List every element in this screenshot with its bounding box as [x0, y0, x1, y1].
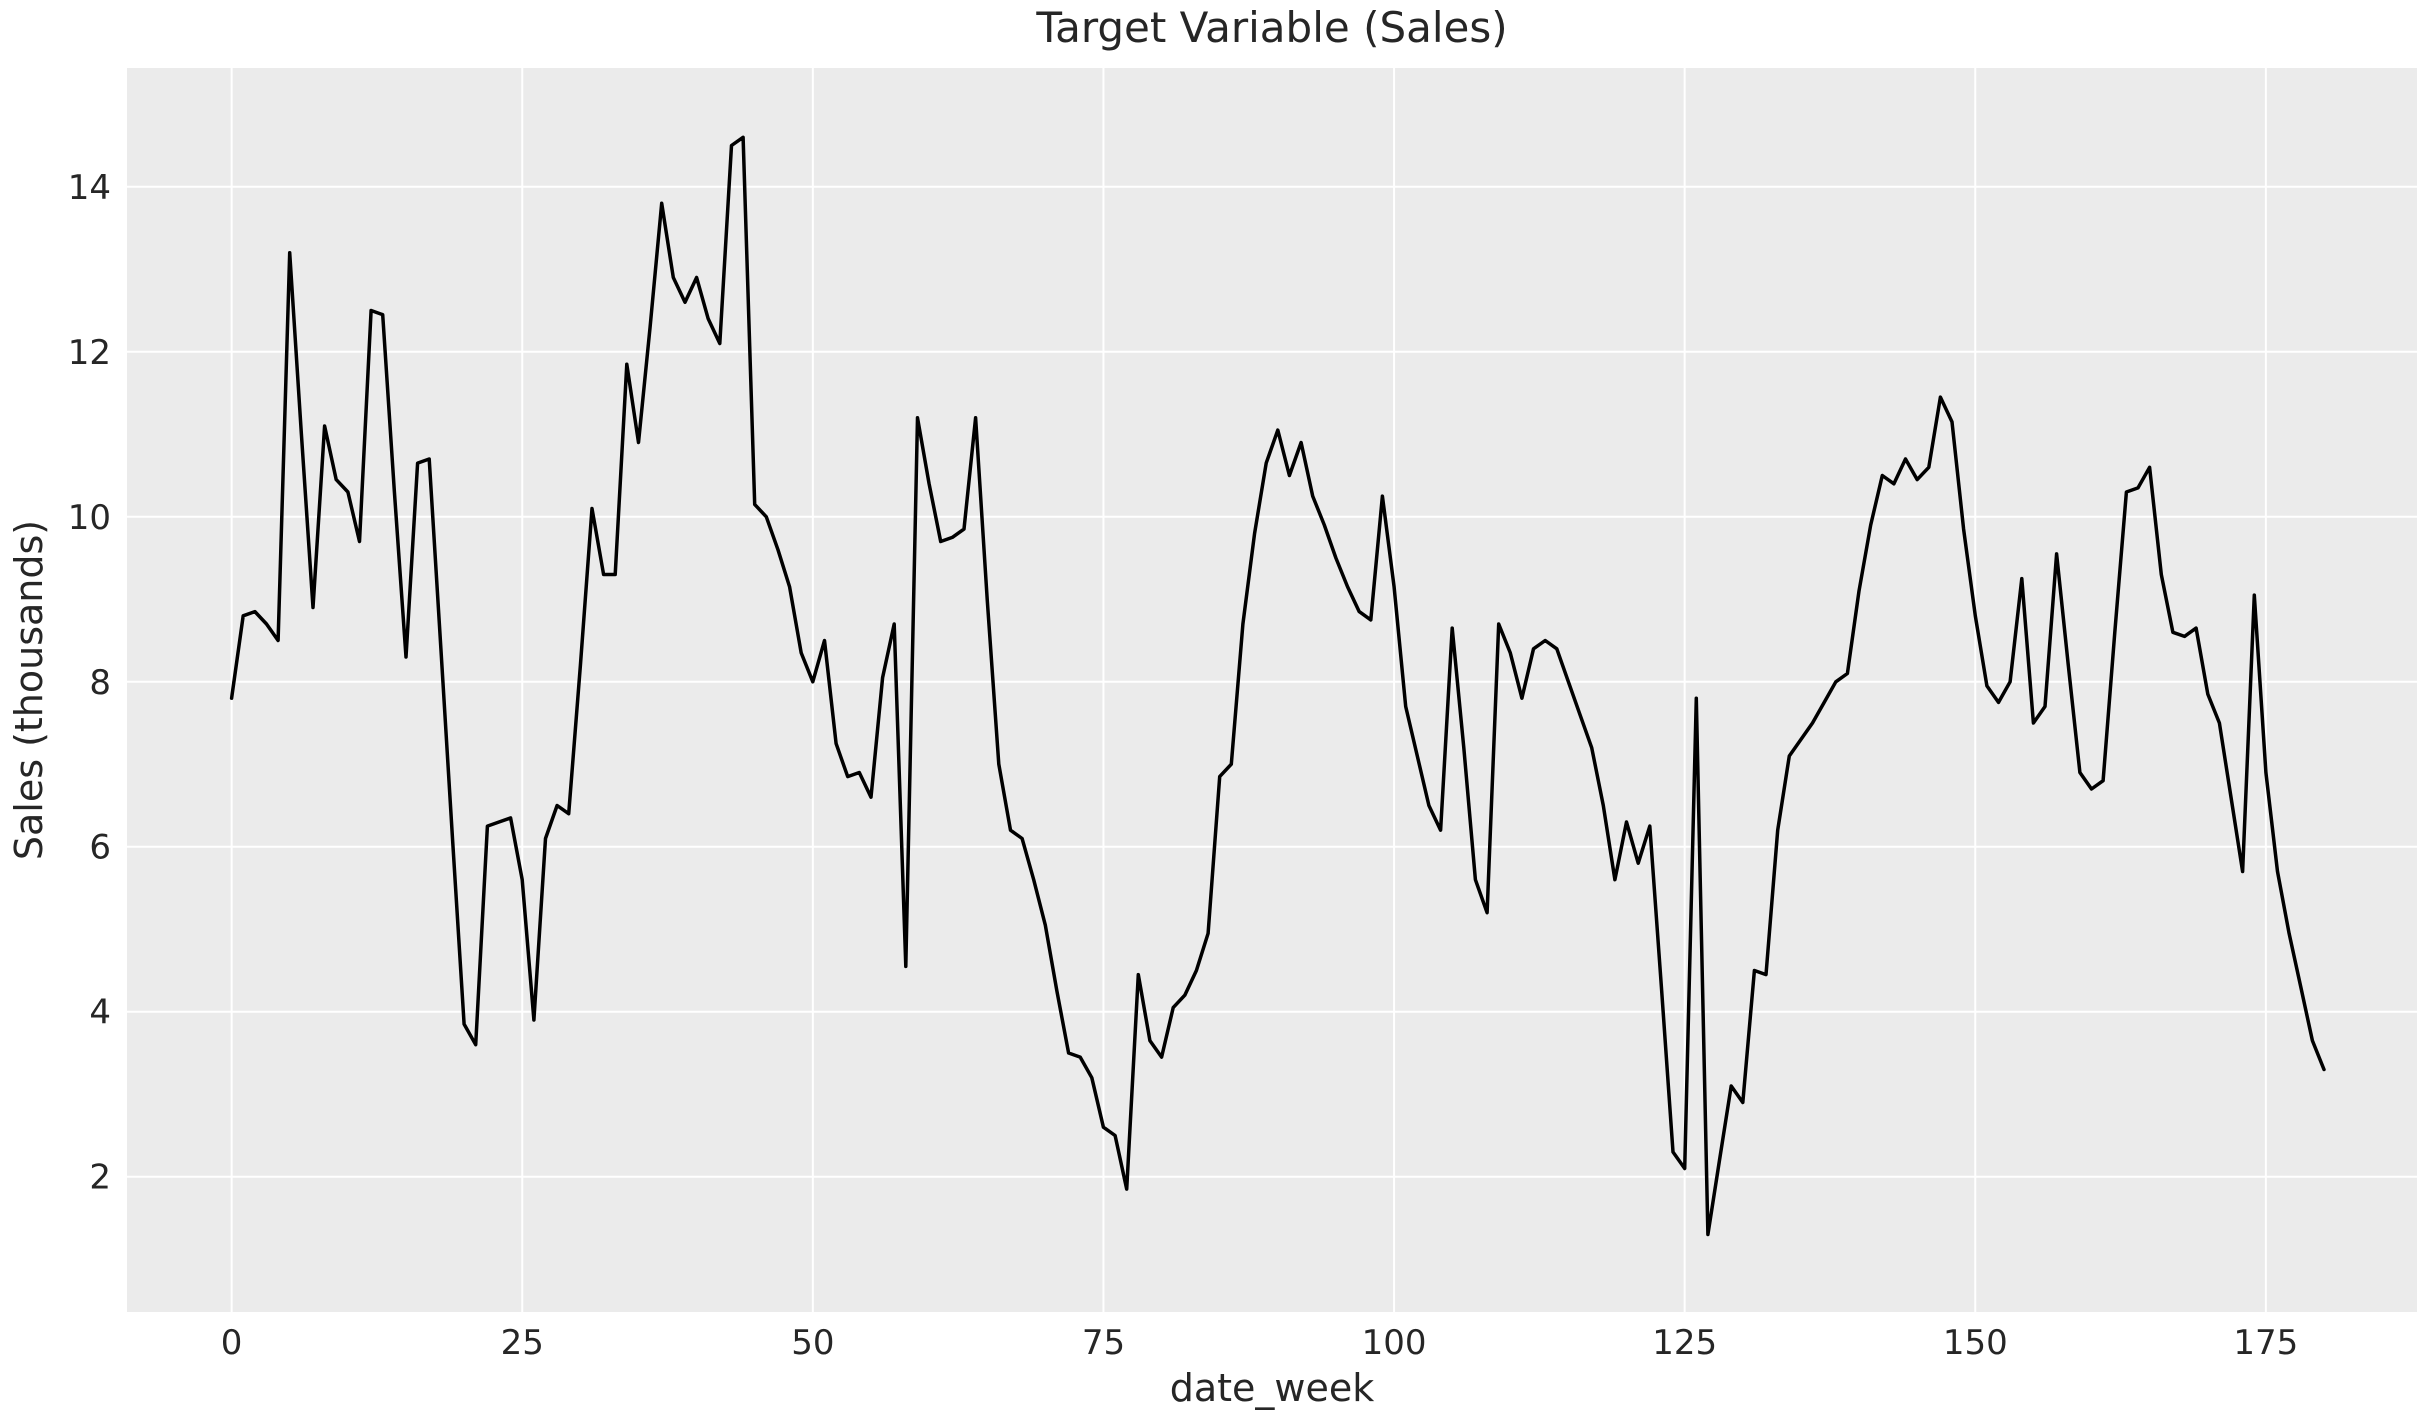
x-tick-150: 150 [1943, 1323, 2008, 1363]
y-tick-14: 14 [68, 168, 111, 208]
x-tick-0: 0 [221, 1323, 243, 1363]
chart-title: Target Variable (Sales) [1035, 3, 1507, 52]
x-axis-label: date_week [1170, 1366, 1375, 1410]
y-tick-12: 12 [68, 333, 111, 373]
y-axis-label: Sales (thousands) [7, 520, 51, 860]
x-tick-75: 75 [1082, 1323, 1125, 1363]
plot-background [127, 68, 2417, 1312]
y-tick-4: 4 [89, 993, 111, 1033]
y-tick-labels: 2 4 6 8 10 12 14 [68, 168, 111, 1198]
grid-vertical-lines [230, 68, 2267, 1312]
x-tick-100: 100 [1362, 1323, 1427, 1363]
y-tick-6: 6 [89, 828, 111, 868]
x-tick-175: 175 [2233, 1323, 2298, 1363]
y-tick-10: 10 [68, 498, 111, 538]
y-tick-8: 8 [89, 663, 111, 703]
y-tick-2: 2 [89, 1158, 111, 1198]
x-tick-50: 50 [791, 1323, 834, 1363]
x-tick-125: 125 [1652, 1323, 1717, 1363]
sales-series-line [229, 135, 2326, 1237]
x-tick-labels: 0 25 50 75 100 125 150 175 [221, 1323, 2299, 1363]
grid-horizontal-lines [127, 185, 2417, 1178]
x-tick-25: 25 [501, 1323, 544, 1363]
